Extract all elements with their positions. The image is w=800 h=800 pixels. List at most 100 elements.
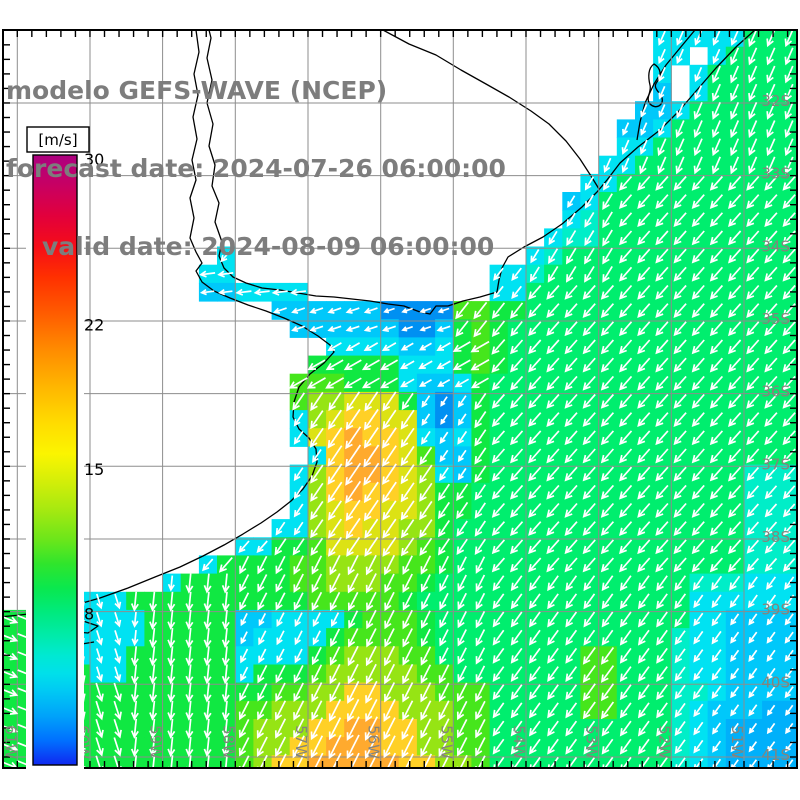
- wind-arrow: [383, 735, 396, 759]
- wind-arrow: [730, 101, 740, 120]
- wave-cell: [108, 755, 127, 768]
- wind-arrow: [457, 467, 467, 481]
- wind-arrow: [203, 664, 212, 685]
- wind-arrow: [439, 574, 449, 593]
- wind-arrow: [130, 591, 139, 612]
- wind-arrow: [306, 377, 326, 389]
- wind-arrow: [328, 717, 342, 741]
- wind-arrow: [600, 466, 615, 482]
- wind-arrow: [402, 646, 413, 666]
- wind-arrow: [275, 574, 286, 593]
- wind-arrow: [185, 609, 194, 630]
- wind-arrow: [711, 667, 722, 681]
- wind-arrow: [510, 339, 524, 355]
- wind-arrow: [691, 248, 705, 264]
- wind-arrow: [293, 573, 304, 594]
- wind-arrow: [510, 666, 523, 682]
- wind-arrow: [257, 574, 268, 593]
- wind-arrow: [456, 700, 468, 721]
- wind-arrow: [528, 738, 541, 755]
- wind-arrow: [402, 628, 413, 648]
- wind-arrow: [439, 629, 449, 647]
- wind-arrow: [149, 755, 157, 768]
- wind-arrow: [691, 194, 705, 209]
- wind-arrow: [528, 412, 542, 427]
- wind-arrow: [655, 248, 669, 264]
- wind-arrow: [528, 375, 542, 391]
- wind-arrow: [510, 702, 523, 719]
- wind-arrow: [600, 647, 615, 665]
- wind-arrow: [382, 409, 397, 430]
- wind-arrow: [547, 702, 559, 719]
- wind-arrow: [470, 340, 490, 353]
- wind-arrow: [658, 104, 666, 118]
- wind-arrow: [437, 520, 451, 538]
- wind-arrow: [457, 629, 467, 647]
- wind-arrow: [619, 684, 632, 701]
- wind-arrow: [547, 666, 559, 682]
- wind-arrow: [656, 702, 668, 719]
- wind-arrow: [693, 138, 703, 157]
- wind-arrow: [457, 592, 467, 611]
- wind-arrow: [673, 521, 687, 536]
- wind-arrow: [95, 719, 104, 739]
- wind-arrow: [637, 412, 651, 427]
- wind-arrow: [402, 700, 414, 721]
- wind-arrow: [582, 448, 596, 464]
- wind-arrow: [276, 612, 285, 628]
- wind-arrow: [3, 670, 19, 679]
- wind-arrow: [130, 718, 139, 739]
- wind-arrow: [292, 753, 305, 768]
- wind-arrow: [547, 629, 559, 646]
- wind-arrow: [711, 594, 722, 609]
- latitude-label: 37S: [761, 455, 790, 473]
- wind-arrow: [456, 538, 468, 555]
- wind-arrow: [510, 484, 524, 500]
- wind-arrow: [220, 249, 232, 263]
- wind-arrow: [293, 682, 304, 703]
- wind-arrow: [729, 575, 741, 591]
- wind-arrow: [167, 628, 176, 649]
- wind-arrow: [327, 427, 343, 449]
- wind-arrow: [457, 430, 468, 445]
- wind-arrow: [3, 616, 19, 625]
- wind-arrow: [310, 482, 324, 502]
- wind-arrow: [566, 230, 577, 246]
- wind-arrow: [420, 628, 431, 648]
- wind-arrow: [658, 66, 666, 83]
- wind-arrow: [784, 101, 794, 120]
- wind-arrow: [327, 500, 343, 521]
- wind-arrow: [528, 484, 542, 500]
- wind-arrow: [637, 684, 650, 701]
- wind-arrow: [546, 393, 560, 409]
- wind-arrow: [185, 737, 194, 758]
- wind-arrow: [728, 412, 742, 427]
- wind-arrow: [764, 194, 778, 209]
- wind-arrow: [327, 445, 343, 467]
- wind-arrow: [782, 412, 796, 427]
- longitude-label: 53W: [583, 725, 601, 759]
- wind-arrow: [185, 718, 194, 739]
- wind-arrow: [364, 536, 379, 557]
- wind-arrow: [310, 537, 324, 556]
- wind-arrow: [203, 646, 212, 667]
- wind-arrow: [400, 427, 415, 448]
- wind-arrow: [475, 682, 486, 703]
- wind-arrow: [402, 663, 414, 685]
- wind-arrow: [785, 704, 794, 716]
- wind-arrow: [274, 736, 287, 758]
- wind-arrow: [400, 360, 415, 370]
- longitude-label: 51W: [728, 725, 746, 759]
- wind-arrow: [386, 752, 397, 768]
- wave-cell: [689, 755, 709, 768]
- wind-arrow: [420, 718, 432, 739]
- wind-arrow: [655, 266, 669, 282]
- wind-arrow: [421, 395, 431, 408]
- wind-arrow: [602, 265, 613, 283]
- wind-arrow: [709, 212, 724, 228]
- wind-arrow: [582, 375, 596, 391]
- wind-arrow: [221, 682, 230, 703]
- wind-arrow: [583, 629, 596, 646]
- wind-arrow: [345, 307, 360, 314]
- wind-arrow: [565, 666, 578, 682]
